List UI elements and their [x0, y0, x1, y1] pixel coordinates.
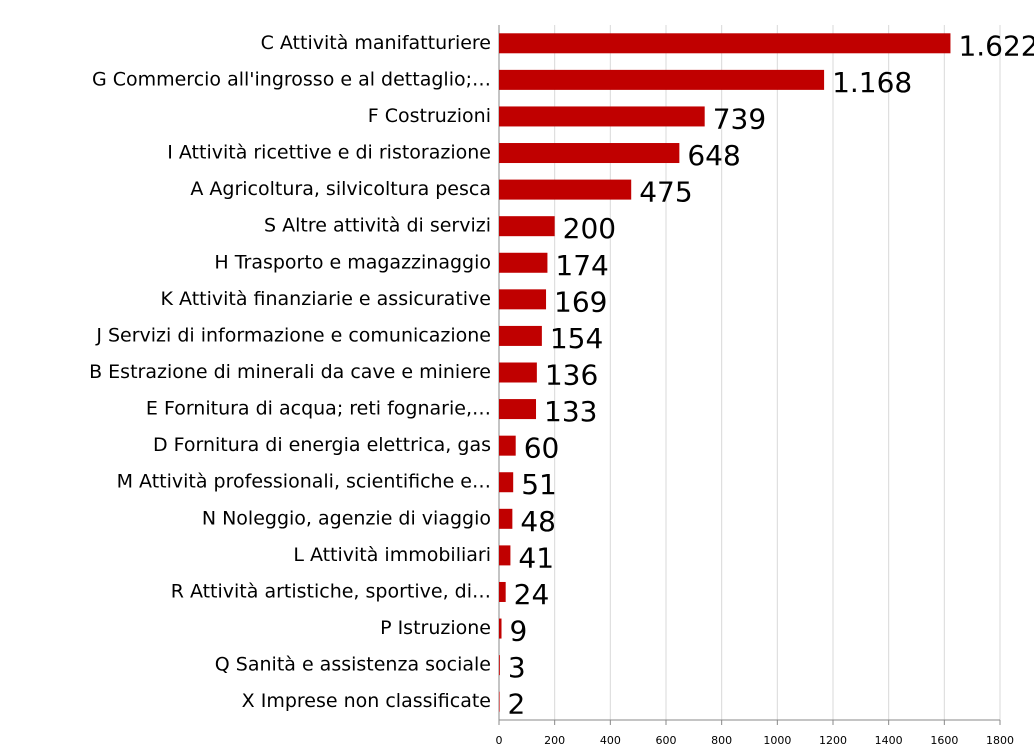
x-tick-label: 1200	[819, 734, 847, 747]
category-label: S Altre attività di servizi	[264, 215, 491, 237]
x-tick-label: 1600	[930, 734, 958, 747]
value-label: 9	[510, 615, 528, 648]
value-label: 48	[520, 505, 556, 538]
value-label: 51	[521, 468, 557, 501]
bar	[499, 435, 516, 456]
value-label: 174	[555, 249, 608, 282]
x-tick-label: 1800	[986, 734, 1014, 747]
bar	[499, 325, 542, 346]
category-label: A Agricoltura, silvicoltura pesca	[190, 178, 491, 200]
x-tick-label: 800	[711, 734, 732, 747]
category-label: P Istruzione	[380, 617, 491, 639]
category-label: E Fornitura di acqua; reti fognarie,…	[146, 398, 491, 420]
bar	[499, 33, 951, 54]
bar	[499, 69, 825, 90]
value-label: 739	[713, 102, 766, 135]
category-label: N Noleggio, agenzie di viaggio	[202, 507, 491, 529]
value-label: 2	[508, 688, 526, 721]
value-label: 648	[687, 139, 740, 172]
x-tick-label: 0	[496, 734, 503, 747]
bar	[499, 581, 506, 602]
bar	[499, 618, 502, 639]
category-label: X Imprese non classificate	[242, 690, 491, 712]
category-label: C Attività manifatturiere	[261, 32, 491, 54]
category-label: J Servizi di informazione e comunicazion…	[95, 324, 491, 346]
category-label: F Costruzioni	[368, 105, 491, 127]
bar	[499, 289, 547, 310]
category-label: I Attività ricettive e di ristorazione	[167, 142, 491, 164]
category-label: B Estrazione di minerali da cave e minie…	[89, 361, 491, 383]
bar	[499, 655, 500, 676]
value-label: 24	[514, 578, 550, 611]
x-tick-label: 400	[600, 734, 621, 747]
value-label: 169	[554, 285, 607, 318]
bar	[499, 143, 680, 164]
bar	[499, 362, 537, 383]
value-label: 133	[544, 395, 597, 428]
bar	[499, 179, 632, 200]
category-label: Q Sanità e assistenza sociale	[215, 654, 491, 676]
bar	[499, 508, 513, 529]
x-tick-label: 200	[544, 734, 565, 747]
category-label: D Fornitura di energia elettrica, gas	[153, 434, 491, 456]
bar	[499, 545, 511, 566]
value-label: 60	[524, 432, 560, 465]
value-label: 3	[508, 651, 526, 684]
value-label: 200	[563, 212, 616, 245]
bar	[499, 691, 500, 712]
category-label: G Commercio all'ingrosso e al dettaglio;…	[92, 68, 491, 90]
value-label: 136	[545, 359, 598, 392]
bar	[499, 252, 548, 273]
category-label: M Attività professionali, scientifiche e…	[117, 471, 491, 493]
category-label: L Attività immobiliari	[293, 544, 491, 566]
value-label: 1.622	[958, 29, 1034, 62]
value-label: 475	[639, 176, 692, 209]
bar	[499, 399, 537, 420]
value-label: 41	[518, 541, 554, 574]
bar	[499, 472, 514, 493]
x-tick-label: 1000	[763, 734, 791, 747]
value-label: 154	[550, 322, 603, 355]
bar	[499, 216, 555, 237]
category-label: K Attività finanziarie e assicurative	[161, 288, 491, 310]
x-tick-label: 1400	[875, 734, 903, 747]
x-tick-label: 600	[656, 734, 677, 747]
value-label: 1.168	[832, 66, 912, 99]
category-label: R Attività artistiche, sportive, di…	[171, 580, 491, 602]
bar	[499, 106, 705, 127]
category-label: H Trasporto e magazzinaggio	[214, 251, 491, 273]
